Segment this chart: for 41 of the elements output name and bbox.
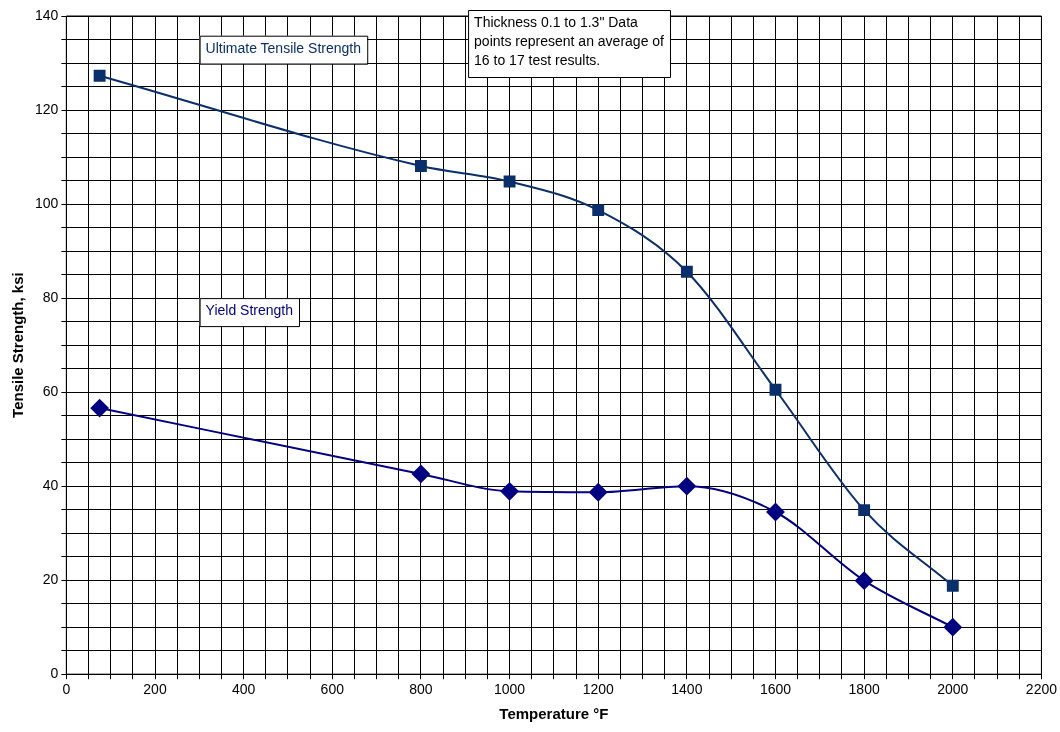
point <box>943 618 962 637</box>
point <box>769 383 782 396</box>
x-tick-label: 1400 <box>671 681 703 698</box>
x-tick-label: 400 <box>231 681 256 698</box>
x-tick-label: 1800 <box>848 681 880 698</box>
point <box>592 204 605 217</box>
x-tick-label: 2000 <box>937 681 969 698</box>
x-tick-label: 0 <box>62 681 71 698</box>
point <box>93 69 106 82</box>
point <box>90 399 109 418</box>
y-tick-label: 20 <box>42 571 59 588</box>
x-tick-label: 600 <box>320 681 345 698</box>
x-axis-title: Temperature °F <box>499 705 609 723</box>
x-tick-label: 1200 <box>582 681 614 698</box>
y-tick-label: 140 <box>35 6 59 23</box>
x-tick-label: 800 <box>409 681 433 698</box>
point <box>677 477 696 496</box>
annotation: Thickness 0.1 to 1.3" Data points represent an average of 16 to 17 test results. <box>474 13 665 68</box>
point <box>766 503 785 521</box>
point <box>589 483 608 502</box>
point <box>946 579 959 592</box>
y-tick-label: 120 <box>35 100 59 117</box>
y-tick-label: 0 <box>50 665 59 682</box>
y-tick-label: 80 <box>42 288 59 305</box>
text: Ultimate Tensile Strength <box>205 39 361 56</box>
point <box>855 571 874 590</box>
x-tick-label: 1000 <box>493 681 526 698</box>
point <box>503 175 516 188</box>
point <box>411 464 430 483</box>
y-axis-title: Tensile Strength, ksi <box>9 272 27 418</box>
y-tick-label: 100 <box>35 194 59 211</box>
text: Yield Strength <box>205 301 294 318</box>
point <box>414 160 427 172</box>
x-tick-label: 200 <box>143 681 167 698</box>
x-tick-label: 1600 <box>759 681 792 698</box>
y-tick-label: 40 <box>42 477 59 493</box>
point <box>858 504 871 517</box>
point <box>680 265 693 278</box>
x-tick-label: 2200 <box>1025 681 1058 698</box>
y-tick-label: 60 <box>42 382 59 399</box>
point <box>500 482 519 501</box>
